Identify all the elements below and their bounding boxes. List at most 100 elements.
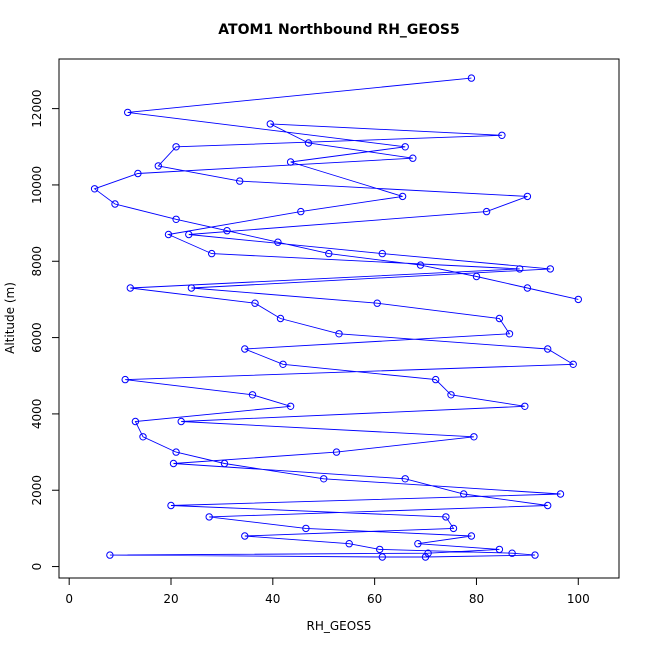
data-point-44: [169, 459, 178, 468]
data-point-77: [472, 272, 481, 281]
data-point-78: [523, 284, 532, 292]
data-point-25: [442, 513, 450, 521]
data-point-32: [421, 553, 430, 561]
data-point-79: [574, 295, 582, 304]
data-point-55: [373, 299, 381, 307]
y-tick-label-2000: 2000: [30, 475, 44, 506]
data-point-2: [401, 143, 409, 151]
data-point-26: [449, 524, 458, 533]
data-point-29: [376, 545, 384, 554]
data-point-0: [467, 74, 476, 82]
data-point-73: [223, 227, 231, 235]
data-point-6: [164, 230, 173, 239]
y-tick-label-4000: 4000: [30, 399, 44, 430]
data-point-12: [335, 330, 343, 338]
data-point-59: [185, 230, 193, 239]
chart-title: ATOM1 Northbound RH_GEOS5: [218, 22, 459, 38]
data-point-53: [505, 330, 514, 338]
x-tick-label-80: 80: [469, 592, 484, 606]
data-point-4: [398, 192, 407, 201]
data-point-50: [432, 375, 440, 384]
y-tick-label-8000: 8000: [30, 246, 44, 277]
data-point-13: [544, 345, 552, 353]
data-point-69: [134, 169, 142, 178]
data-point-57: [546, 265, 554, 273]
data-point-49: [447, 391, 455, 399]
data-point-46: [470, 433, 478, 441]
data-point-76: [416, 261, 425, 269]
data-point-58: [378, 249, 386, 258]
y-tick-label-6000: 6000: [30, 322, 44, 353]
data-point-66: [266, 120, 274, 128]
data-point-18: [131, 417, 140, 426]
series-line: [93, 77, 579, 558]
data-point-20: [172, 448, 180, 456]
data-point-7: [208, 249, 216, 258]
data-point-28: [345, 540, 353, 548]
data-point-52: [241, 345, 249, 353]
data-point-74: [274, 238, 282, 246]
data-point-3: [286, 158, 295, 166]
x-tick-label-40: 40: [265, 592, 280, 606]
data-point-65: [498, 131, 506, 140]
data-point-67: [304, 139, 313, 147]
data-point-64: [172, 143, 180, 151]
data-point-45: [332, 448, 341, 456]
data-point-15: [121, 375, 129, 384]
axes-layer: 0 20 40 60 80 100 0 2000 4000 6000 8000 10000 12000: [30, 90, 590, 606]
data-point-75: [325, 249, 333, 258]
x-tick-label-100: 100: [567, 592, 590, 606]
data-point-33: [378, 553, 386, 561]
data-point-39: [302, 524, 310, 533]
data-point-35: [424, 549, 432, 557]
data-point-36: [495, 545, 504, 554]
data-point-40: [205, 513, 213, 521]
data-point-47: [177, 417, 185, 426]
data-point-70: [90, 185, 99, 193]
data-point-22: [320, 475, 328, 483]
data-point-61: [523, 192, 532, 201]
data-point-8: [516, 265, 524, 273]
data-point-14: [569, 360, 577, 368]
x-tick-label-20: 20: [163, 592, 178, 606]
data-point-31: [531, 551, 539, 559]
data-point-19: [139, 433, 147, 441]
data-point-24: [167, 501, 175, 510]
data-point-62: [236, 177, 244, 185]
data-point-51: [279, 360, 287, 368]
data-point-10: [251, 299, 259, 307]
data-point-9: [126, 284, 135, 292]
data-point-60: [482, 207, 491, 216]
y-tick-label-0: 0: [30, 563, 44, 571]
data-point-17: [286, 402, 295, 410]
data-point-34: [106, 551, 114, 559]
data-point-41: [544, 501, 552, 510]
data-point-27: [241, 532, 249, 540]
data-point-42: [460, 490, 468, 498]
plot-layer: [90, 74, 582, 561]
data-point-63: [154, 162, 163, 170]
x-axis-label: RH_GEOS5: [307, 619, 372, 633]
data-point-5: [297, 207, 305, 216]
data-point-68: [409, 154, 417, 162]
y-axis-label: Altitude (m): [3, 282, 17, 354]
data-point-48: [521, 402, 529, 410]
data-point-21: [220, 459, 229, 468]
data-point-72: [172, 215, 180, 224]
data-point-43: [401, 475, 409, 483]
data-point-54: [495, 314, 504, 323]
y-tick-label-12000: 12000: [30, 90, 44, 128]
data-point-1: [124, 108, 132, 117]
y-tick-label-10000: 10000: [30, 166, 44, 204]
data-point-11: [276, 314, 285, 323]
data-point-23: [556, 490, 565, 498]
data-point-38: [467, 532, 476, 540]
data-point-37: [414, 540, 422, 548]
data-point-56: [187, 284, 196, 292]
x-tick-label-60: 60: [367, 592, 382, 606]
data-point-16: [248, 391, 257, 399]
data-point-71: [111, 200, 119, 208]
x-tick-label-0: 0: [65, 592, 73, 606]
